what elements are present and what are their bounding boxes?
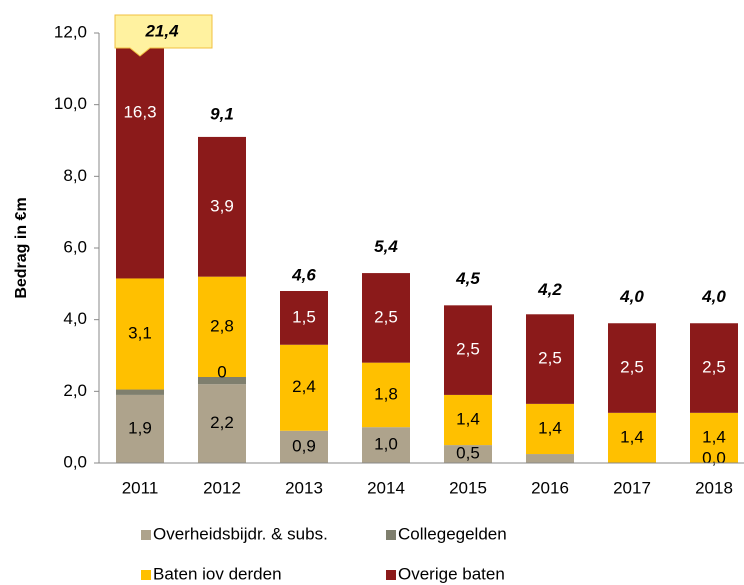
legend-swatch xyxy=(141,530,151,540)
total-label: 4,5 xyxy=(455,269,480,288)
bar-segment xyxy=(198,377,246,385)
total-label: 4,0 xyxy=(619,287,644,306)
data-label: 2,5 xyxy=(702,358,726,377)
total-label: 4,2 xyxy=(537,280,562,299)
bar-segment xyxy=(280,430,328,463)
x-tick-label: 2015 xyxy=(449,478,487,497)
y-tick-label: 0,0 xyxy=(63,452,87,471)
data-label: 0,9 xyxy=(292,436,316,455)
legend-label: Overheidsbijdr. & subs. xyxy=(153,524,328,543)
data-label: 2,5 xyxy=(620,358,644,377)
data-label: 1,4 xyxy=(456,409,480,428)
bar-segment xyxy=(198,384,246,463)
y-tick-label: 6,0 xyxy=(63,237,87,256)
data-label: 1,4 xyxy=(538,418,562,437)
bar-segment xyxy=(362,273,410,363)
bar-segment xyxy=(198,276,246,377)
bar-segment xyxy=(690,323,738,413)
data-label: 3,1 xyxy=(128,323,152,342)
legend-label: Baten iov derden xyxy=(153,564,282,583)
data-label: 1,0 xyxy=(374,435,398,454)
x-tick-label: 2013 xyxy=(285,478,323,497)
bar-segment xyxy=(608,323,656,413)
legend-swatch xyxy=(141,570,151,580)
data-label: 2,2 xyxy=(210,413,234,432)
total-label: 9,1 xyxy=(210,104,234,123)
bar-segment xyxy=(444,445,492,463)
data-label: 2,8 xyxy=(210,316,234,335)
bar-segment xyxy=(280,291,328,345)
bar-segment xyxy=(526,403,574,455)
y-axis-title: Bedrag in €m xyxy=(13,197,30,298)
data-label: 2,5 xyxy=(456,340,480,359)
bar-segment xyxy=(280,344,328,431)
total-label: 5,4 xyxy=(374,237,398,256)
data-label: 1,4 xyxy=(702,427,726,446)
bar-segment xyxy=(116,278,164,390)
x-tick-label: 2016 xyxy=(531,478,569,497)
y-tick-label: 4,0 xyxy=(63,309,87,328)
data-label: 1,4 xyxy=(620,427,644,446)
data-label: 2,4 xyxy=(292,377,316,396)
x-tick-label: 2012 xyxy=(203,478,241,497)
x-tick-label: 2018 xyxy=(695,478,733,497)
data-label: 2,5 xyxy=(374,307,398,326)
y-tick-label: 2,0 xyxy=(63,381,87,400)
data-label: 0,5 xyxy=(456,444,480,463)
bar-segment xyxy=(690,412,738,463)
data-label: 0,0 xyxy=(702,448,726,467)
bars xyxy=(116,33,738,463)
bar-segment xyxy=(362,427,410,463)
bar-segment xyxy=(444,394,492,446)
x-tick-label: 2017 xyxy=(613,478,651,497)
legend-swatch xyxy=(386,530,396,540)
legend-label: Collegegelden xyxy=(398,524,507,543)
bar-segment xyxy=(526,314,574,404)
y-tick-label: 12,0 xyxy=(54,22,87,41)
bar-segment xyxy=(362,362,410,428)
legend-swatch xyxy=(386,570,396,580)
y-tick-label: 8,0 xyxy=(63,166,87,185)
bar-segment xyxy=(608,412,656,463)
total-label: 4,6 xyxy=(291,266,316,285)
data-label: 0 xyxy=(217,362,226,381)
total-label: 4,0 xyxy=(701,287,726,306)
bar-segment xyxy=(116,394,164,463)
bar-segment xyxy=(116,389,164,395)
data-label: 2,5 xyxy=(538,349,562,368)
total-label: 21,4 xyxy=(144,21,179,40)
legend-label: Overige baten xyxy=(398,564,505,583)
total-callout xyxy=(114,14,213,57)
bar-segment xyxy=(198,136,246,277)
x-tick-label: 2014 xyxy=(367,478,405,497)
bar-segment xyxy=(444,305,492,395)
data-label: 1,8 xyxy=(374,384,398,403)
y-tick-label: 10,0 xyxy=(54,94,87,113)
data-label: 16,3 xyxy=(123,102,156,121)
data-label: 3,9 xyxy=(210,196,234,215)
bar-segment xyxy=(116,33,164,279)
x-tick-label: 2011 xyxy=(122,478,159,497)
bar-segment xyxy=(526,454,574,463)
data-label: 1,9 xyxy=(128,418,152,437)
data-label: 1,5 xyxy=(292,307,316,326)
